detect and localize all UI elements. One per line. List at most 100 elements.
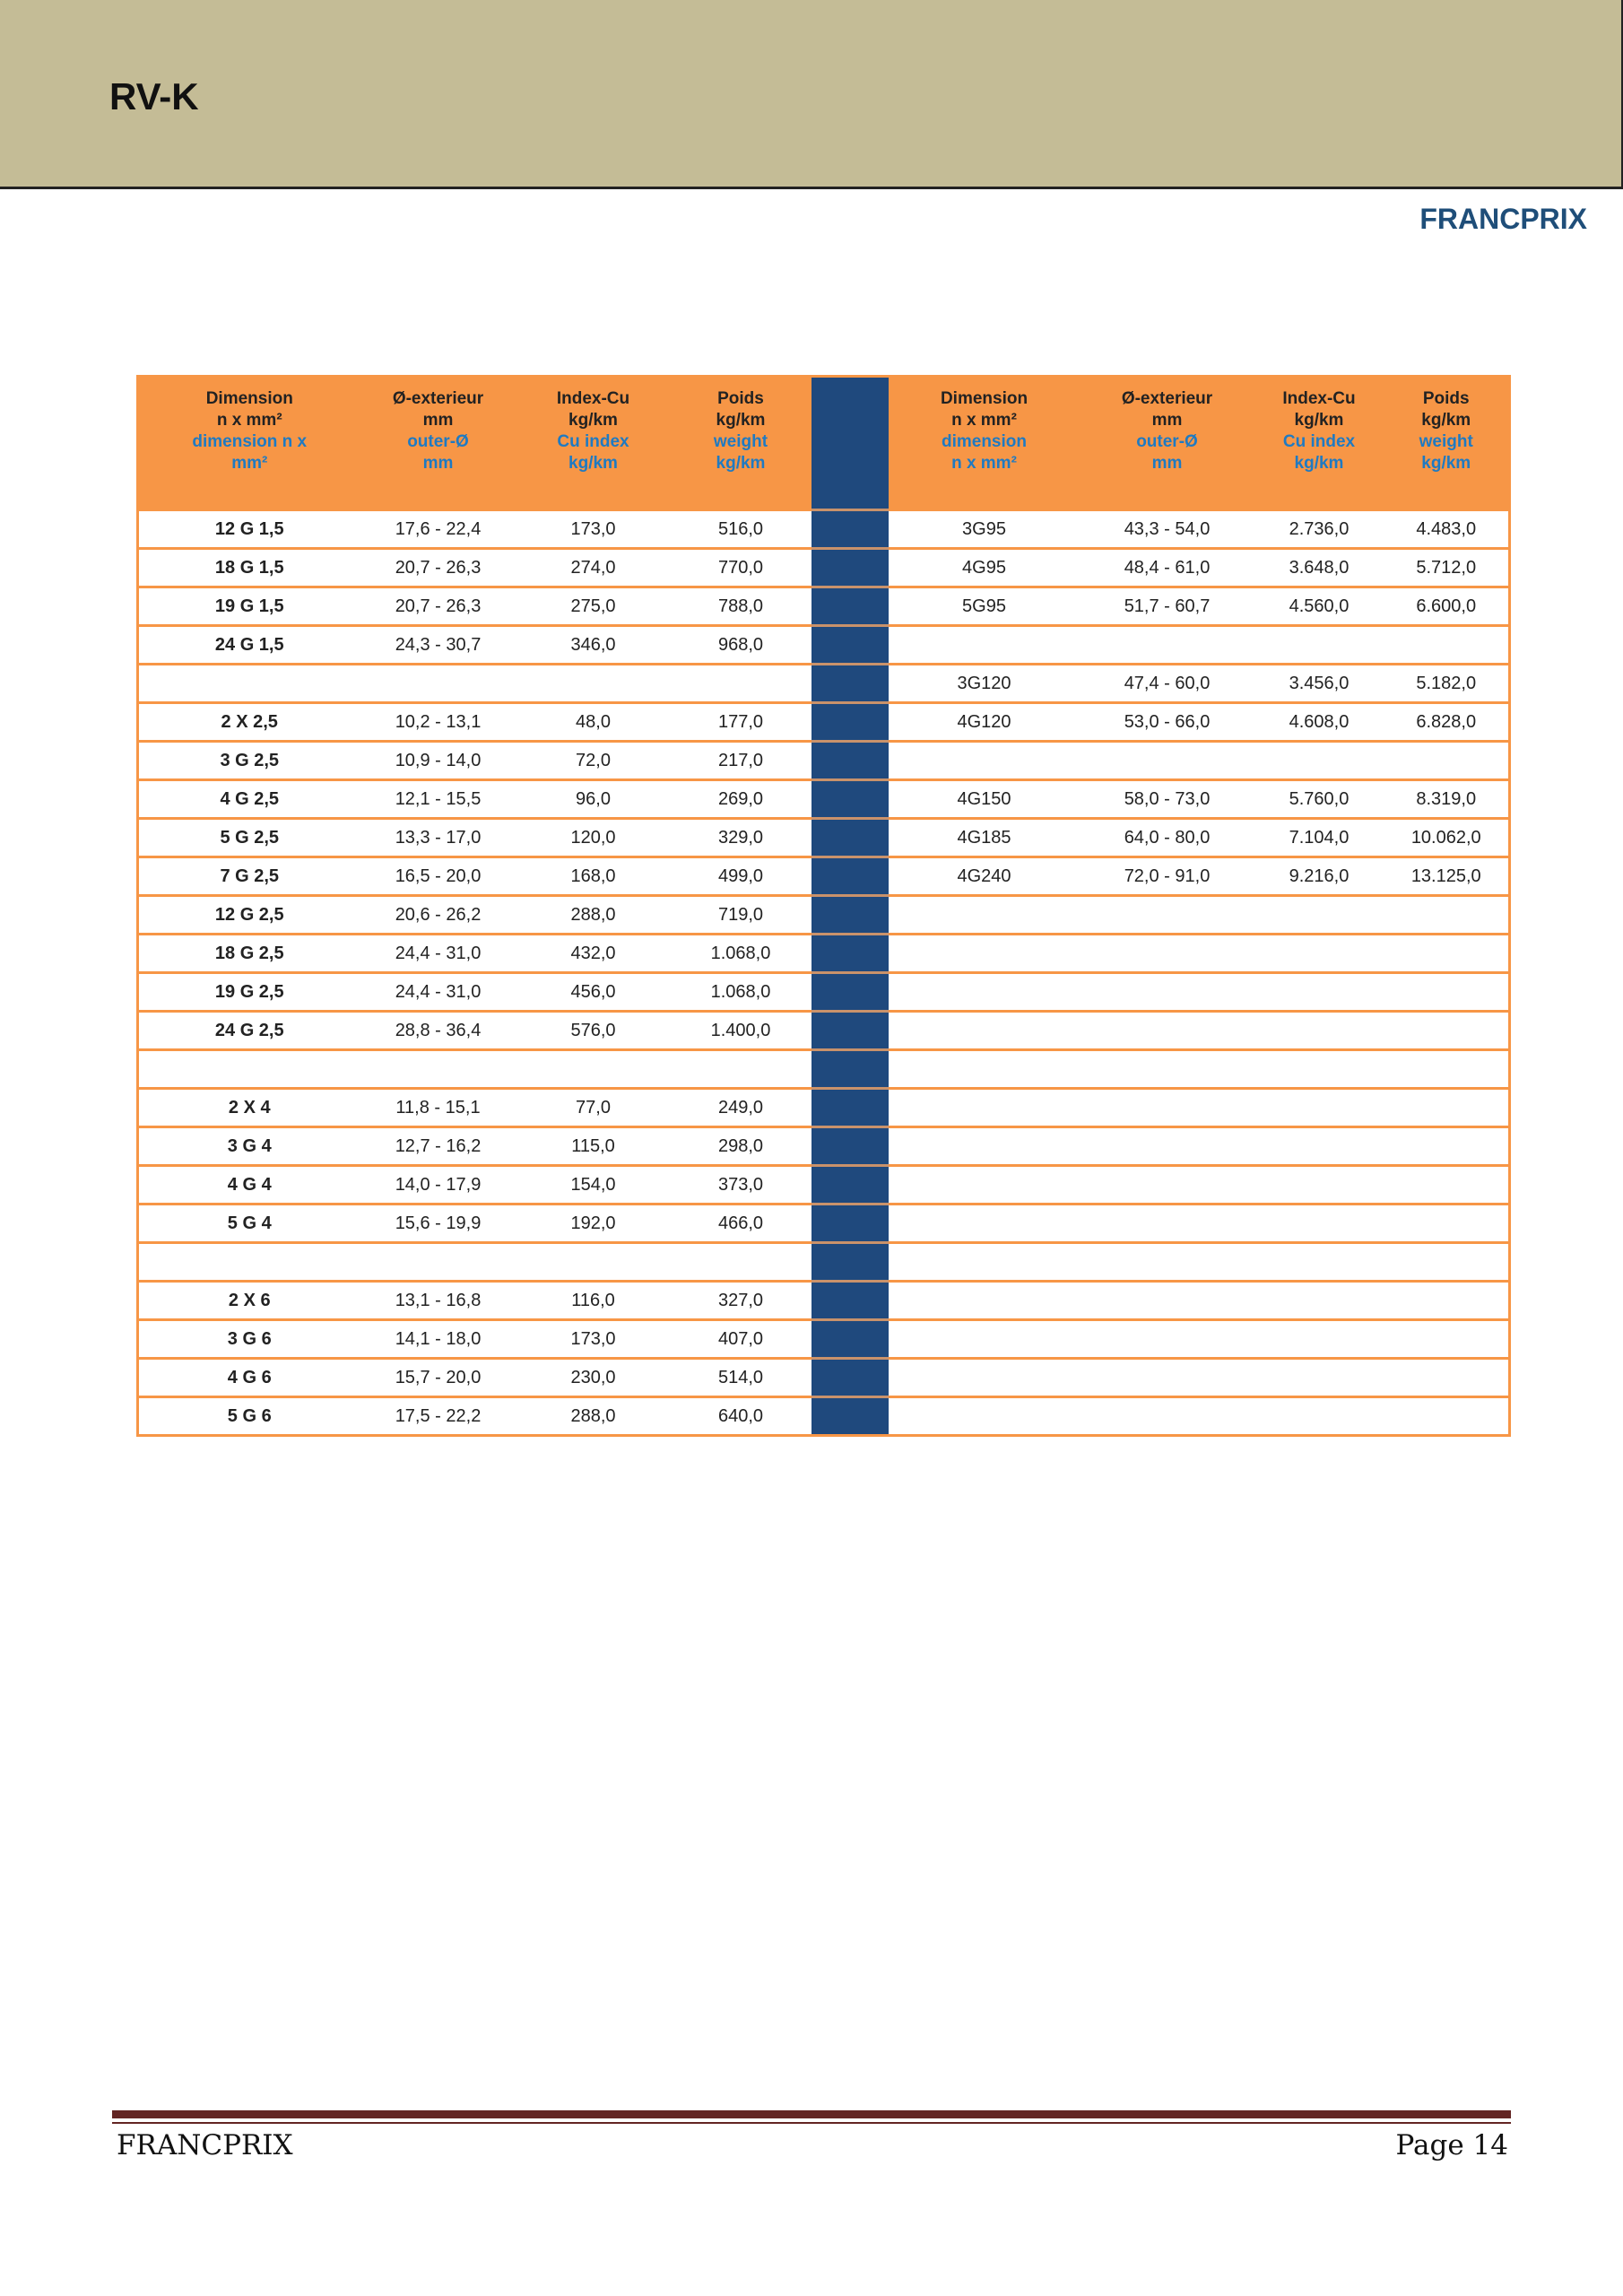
table-cell: [1254, 1318, 1384, 1359]
table-cell: 9.216,0: [1254, 856, 1384, 896]
table-cell: 6.600,0: [1384, 586, 1510, 626]
header-label-fr: kg/km: [1421, 411, 1471, 430]
table-cell: [137, 663, 360, 703]
header-label-en: dimension n x: [192, 432, 308, 451]
table-cell: 19 G 1,5: [137, 586, 360, 626]
page-number: Page 14: [1395, 2129, 1508, 2161]
table-cell: [1384, 1126, 1510, 1166]
table-cell: 516,0: [670, 509, 812, 549]
table-cell: [888, 1164, 1081, 1205]
table-row: 2 X 6 13,1 - 16,8 116,0 327,0: [137, 1280, 1510, 1320]
table-cell: [1384, 1357, 1510, 1397]
table-row: 18 G 1,5 20,7 - 26,3 274,0 770,0 4G95 48,4 - …: [137, 547, 1510, 587]
table-cell: 48,4 - 61,0: [1080, 547, 1254, 587]
table-cell: [1254, 1164, 1384, 1205]
table-row: 2 X 2,5 10,2 - 13,1 48,0 177,0 4G120 53,0 - 6…: [137, 701, 1510, 742]
header-label-fr: Dimension: [205, 389, 293, 408]
separator-cell: [811, 1241, 889, 1282]
table-row: 5 G 4 15,6 - 19,9 192,0 466,0: [137, 1203, 1510, 1243]
header-label-en: weight: [1419, 432, 1473, 451]
table-cell: [1254, 1241, 1384, 1282]
table-cell: 7.104,0: [1254, 817, 1384, 857]
table-cell: 12,1 - 15,5: [360, 778, 516, 819]
column-header-right-0: Dimension n x mm² dimension n x mm²: [888, 376, 1081, 510]
table-cell: [137, 1241, 360, 1282]
table-cell: [1080, 740, 1254, 780]
table-row: 4 G 2,5 12,1 - 15,5 96,0 269,0 4G150 58,0 - 7…: [137, 778, 1510, 819]
table-cell: 48,0: [516, 701, 671, 742]
table-cell: 72,0: [516, 740, 671, 780]
table-cell: 3 G 2,5: [137, 740, 360, 780]
table-cell: 24 G 1,5: [137, 624, 360, 665]
table-cell: [516, 663, 671, 703]
table-cell: 5.182,0: [1384, 663, 1510, 703]
table-cell: [1254, 933, 1384, 973]
separator-cell: [811, 1126, 889, 1166]
table-cell: [1254, 624, 1384, 665]
table-cell: 4G185: [888, 817, 1081, 857]
table-cell: 2 X 2,5: [137, 701, 360, 742]
table-row: 12 G 2,5 20,6 - 26,2 288,0 719,0: [137, 894, 1510, 935]
table-cell: [888, 1280, 1081, 1320]
table-cell: [670, 1241, 812, 1282]
table-cell: 770,0: [670, 547, 812, 587]
table-cell: 217,0: [670, 740, 812, 780]
table-row: 7 G 2,5 16,5 - 20,0 168,0 499,0 4G240 72,0 - …: [137, 856, 1510, 896]
table-row: [137, 1048, 1510, 1089]
table-cell: [360, 1241, 516, 1282]
table-cell: 18 G 2,5: [137, 933, 360, 973]
table-cell: [1384, 1318, 1510, 1359]
separator-column: [811, 376, 889, 510]
header-label-fr: mm: [1151, 411, 1183, 430]
table-cell: [1080, 933, 1254, 973]
table-cell: [1080, 1126, 1254, 1166]
table-cell: [888, 1126, 1081, 1166]
footer-brand: FRANCPRIX: [117, 2129, 293, 2161]
header-label-en: dimension: [941, 432, 1027, 451]
table-cell: 5G95: [888, 586, 1081, 626]
header-label-fr: n x mm²: [216, 411, 282, 430]
column-header-left-2: Index-Cu kg/km Cu index kg/km: [516, 376, 671, 510]
table-cell: [1080, 624, 1254, 665]
table-cell: 47,4 - 60,0: [1080, 663, 1254, 703]
header-label-fr: Poids: [1422, 389, 1470, 408]
table-cell: [1384, 1241, 1510, 1282]
header-label-fr: Poids: [717, 389, 764, 408]
header-label-en: mm: [1151, 454, 1183, 473]
table-header-row: Dimension n x mm² dimension n x mm² Ø-exteri…: [137, 376, 1510, 510]
header-label-fr: kg/km: [568, 411, 618, 430]
table-cell: [1384, 740, 1510, 780]
table-cell: 466,0: [670, 1203, 812, 1243]
table-cell: [1080, 1164, 1254, 1205]
separator-cell: [811, 778, 889, 819]
table-cell: 20,7 - 26,3: [360, 547, 516, 587]
table-cell: 116,0: [516, 1280, 671, 1320]
table-cell: 4G120: [888, 701, 1081, 742]
header-label-fr: Ø-exterieur: [392, 389, 484, 408]
table-cell: 58,0 - 73,0: [1080, 778, 1254, 819]
table-cell: 19 G 2,5: [137, 971, 360, 1012]
header-label-fr: Ø-exterieur: [1121, 389, 1213, 408]
header-label-fr: mm: [422, 411, 454, 430]
table-cell: 7 G 2,5: [137, 856, 360, 896]
header-label-en: outer-Ø: [407, 432, 469, 451]
page-title: RV-K: [109, 75, 199, 117]
table-cell: 192,0: [516, 1203, 671, 1243]
separator-cell: [811, 509, 889, 549]
table-row: 5 G 6 17,5 - 22,2 288,0 640,0: [137, 1396, 1510, 1436]
table-cell: 4.560,0: [1254, 586, 1384, 626]
separator-cell: [811, 894, 889, 935]
table-cell: [360, 1048, 516, 1089]
table-cell: [888, 894, 1081, 935]
table-cell: 20,7 - 26,3: [360, 586, 516, 626]
separator-cell: [811, 547, 889, 587]
header-label-en: Cu index: [557, 432, 629, 451]
table-cell: 2 X 6: [137, 1280, 360, 1320]
table-cell: [1254, 1280, 1384, 1320]
separator-cell: [811, 1010, 889, 1050]
table-cell: 576,0: [516, 1010, 671, 1050]
table-cell: 120,0: [516, 817, 671, 857]
table-cell: 8.319,0: [1384, 778, 1510, 819]
table-cell: [1080, 1396, 1254, 1436]
header-label-en: Cu index: [1282, 432, 1356, 451]
